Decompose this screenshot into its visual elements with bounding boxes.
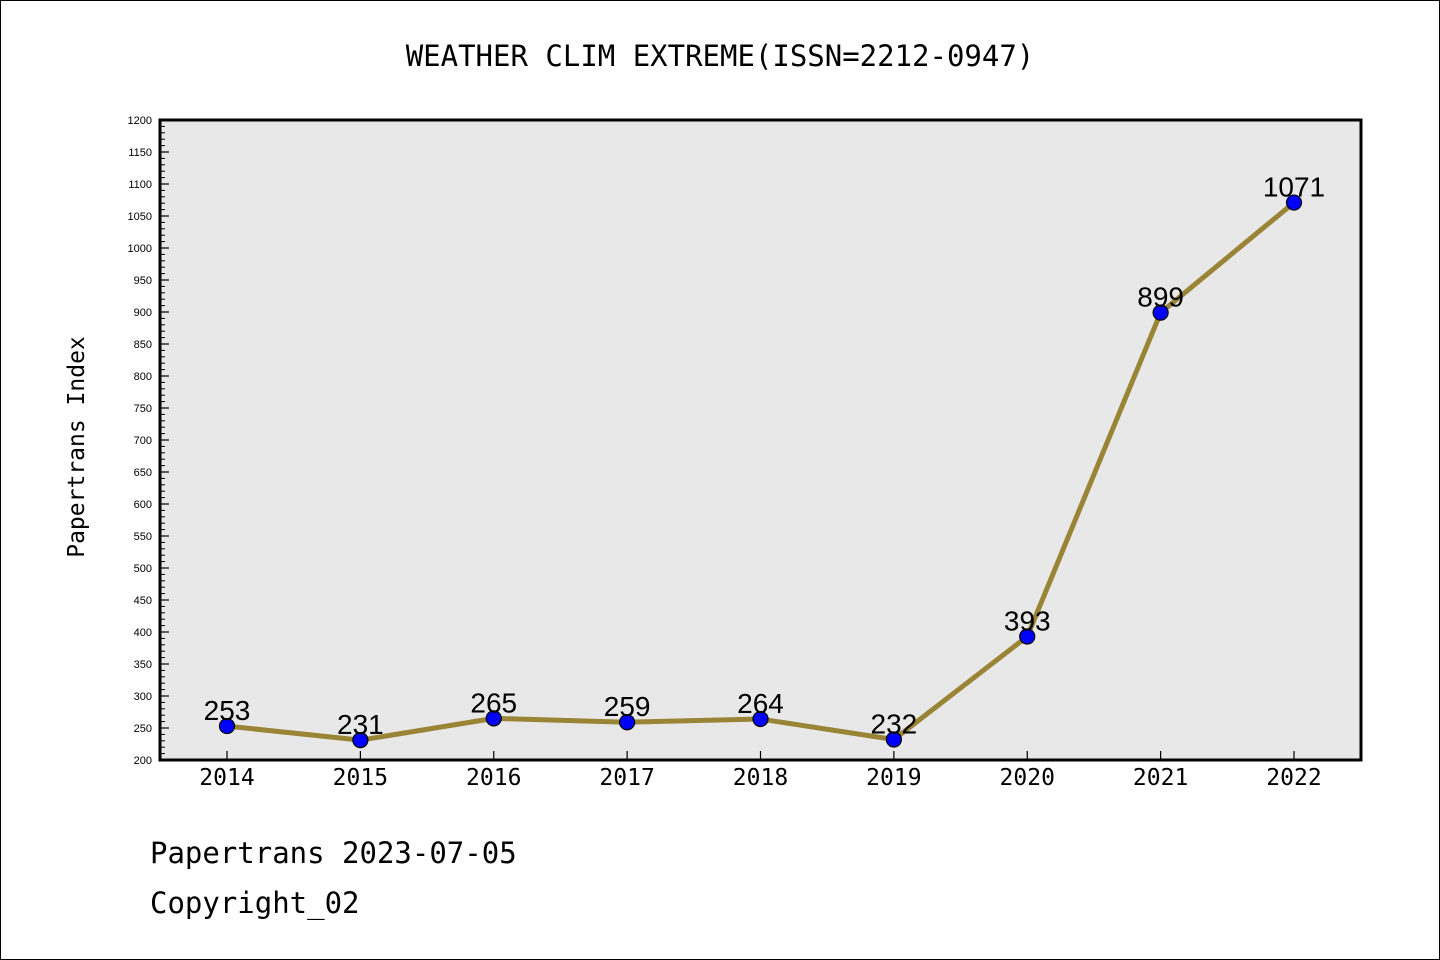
data-label: 393 <box>1004 605 1051 636</box>
x-tick-label: 2020 <box>1000 765 1055 791</box>
data-point <box>1019 628 1036 645</box>
y-tick-label: 1200 <box>128 115 152 127</box>
y-tick-label: 500 <box>134 563 152 575</box>
data-point <box>1285 194 1303 211</box>
y-tick-label: 300 <box>134 691 152 703</box>
x-tick-label: 2017 <box>599 765 654 791</box>
y-tick-label: 600 <box>134 499 152 511</box>
data-point <box>885 731 902 748</box>
data-label: 265 <box>470 687 517 718</box>
y-tick-label: 1000 <box>128 243 152 255</box>
data-label: 232 <box>871 709 918 740</box>
x-tick-label: 2021 <box>1133 765 1188 791</box>
data-label: 899 <box>1137 282 1184 313</box>
y-tick-label: 650 <box>134 467 152 479</box>
y-tick-label: 200 <box>134 755 152 767</box>
y-tick-label: 700 <box>134 435 152 447</box>
y-tick-label: 350 <box>134 659 152 671</box>
data-label: 231 <box>337 709 384 740</box>
y-tick-label: 850 <box>134 339 152 351</box>
x-tick-label: 2014 <box>199 765 254 791</box>
y-tick-label: 750 <box>134 403 152 415</box>
plot-area <box>158 118 1363 762</box>
x-axis-ticks: 2014 2015 2016 2017 2018 2019 2020 2021 2022 <box>199 751 1322 791</box>
data-label: 1071 <box>1263 172 1325 203</box>
x-tick-label: 2015 <box>333 765 388 791</box>
x-tick-label: 2016 <box>466 765 521 791</box>
y-tick-label: 550 <box>134 531 152 543</box>
data-point <box>485 710 502 727</box>
y-tick-label: 1150 <box>128 147 152 159</box>
data-label: 264 <box>737 688 784 719</box>
x-tick-label: 2019 <box>866 765 921 791</box>
y-tick-label: 250 <box>134 723 152 735</box>
y-tick-label: 1050 <box>128 211 152 223</box>
y-tick-label: 950 <box>134 275 152 287</box>
x-tick-label: 2022 <box>1266 765 1321 791</box>
data-point <box>1152 304 1169 321</box>
footer-copyright: Copyright_02 <box>150 886 360 920</box>
y-tick-label: 800 <box>134 371 152 383</box>
data-labels: 253 231 265 259 264 232 393 899 1071 <box>204 172 1326 741</box>
data-label: 259 <box>604 691 651 722</box>
y-tick-label: 400 <box>134 627 152 639</box>
series-points <box>218 194 1303 749</box>
footer-date: Papertrans 2023-07-05 <box>150 836 517 870</box>
y-tick-label: 450 <box>134 595 152 607</box>
data-point <box>352 732 369 749</box>
x-tick-label: 2018 <box>733 765 788 791</box>
data-point <box>619 714 636 731</box>
chart-title: WEATHER CLIM EXTREME(ISSN=2212-0947) <box>406 39 1035 73</box>
data-label: 253 <box>204 695 251 726</box>
y-axis-ticks: 200 250 300 350 400 450 500 550 600 650 700 750 800 8… <box>128 115 169 767</box>
data-point <box>218 717 236 735</box>
y-tick-label: 1100 <box>128 179 152 191</box>
data-point <box>752 710 769 728</box>
y-tick-label: 900 <box>134 307 152 319</box>
y-axis-label: Papertrans Index <box>64 336 90 558</box>
